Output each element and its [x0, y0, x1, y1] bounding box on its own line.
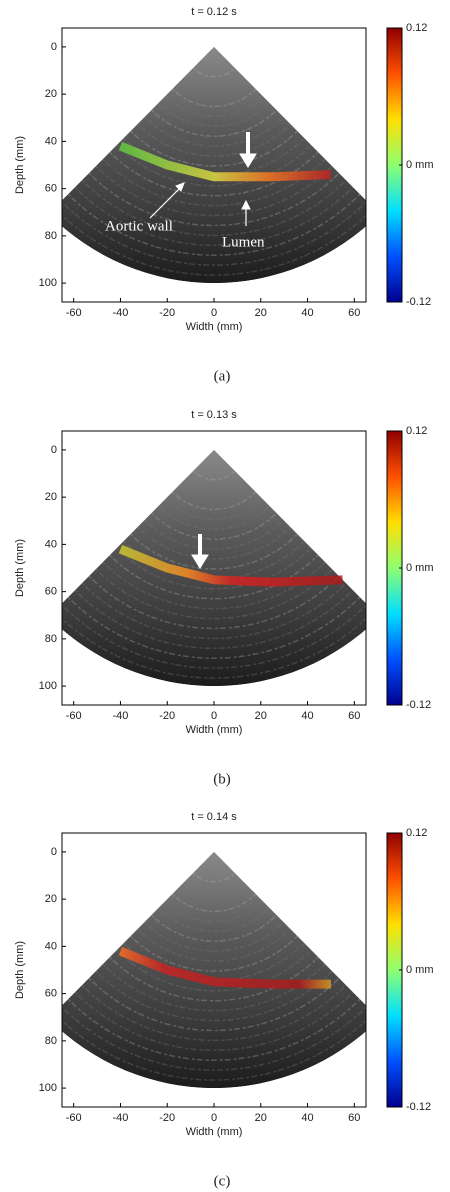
- x-axis-label: Width (mm): [186, 321, 243, 333]
- x-axis-label: Width (mm): [186, 1126, 243, 1138]
- y-tick-label: 60: [45, 988, 57, 1000]
- caption: (a): [214, 368, 231, 384]
- colorbar-tick-label: 0.12: [406, 827, 427, 839]
- y-tick-label: 20: [45, 893, 57, 905]
- caption: (b): [213, 771, 231, 787]
- annotation: Lumen: [222, 234, 265, 250]
- colorbar-tick-label: 0 mm: [406, 562, 434, 574]
- x-tick-label: 20: [255, 307, 267, 319]
- x-tick-label: -40: [113, 1112, 129, 1124]
- y-axis-label: Depth (mm): [14, 539, 26, 597]
- x-tick-label: -60: [66, 307, 82, 319]
- x-tick-label: 60: [348, 307, 360, 319]
- colorbar-tick-label: -0.12: [406, 699, 431, 711]
- y-tick-label: 60: [45, 183, 57, 195]
- x-tick-label: 20: [255, 710, 267, 722]
- panel-title: t = 0.14 s: [191, 811, 237, 823]
- panel-title: t = 0.12 s: [191, 6, 237, 18]
- panel-title: t = 0.13 s: [191, 409, 237, 421]
- x-tick-label: 20: [255, 1112, 267, 1124]
- x-tick-label: -20: [159, 710, 175, 722]
- x-tick-label: 60: [348, 1112, 360, 1124]
- x-tick-label: -40: [113, 710, 129, 722]
- y-tick-label: 80: [45, 1035, 57, 1047]
- annotation: Aortic wall: [105, 218, 173, 234]
- y-tick-label: 0: [51, 846, 57, 858]
- x-axis-label: Width (mm): [186, 724, 243, 736]
- x-tick-label: 40: [301, 307, 313, 319]
- ultrasound-image: [62, 851, 366, 1107]
- y-tick-label: 100: [39, 680, 57, 692]
- x-tick-label: -60: [66, 710, 82, 722]
- y-tick-label: 40: [45, 135, 57, 147]
- x-tick-label: 40: [301, 710, 313, 722]
- x-tick-label: -60: [66, 1112, 82, 1124]
- y-tick-label: 40: [45, 538, 57, 550]
- y-tick-label: 40: [45, 940, 57, 952]
- y-tick-label: 0: [51, 444, 57, 456]
- x-tick-label: 0: [211, 710, 217, 722]
- x-tick-label: 40: [301, 1112, 313, 1124]
- colorbar-tick-label: -0.12: [406, 296, 431, 308]
- colorbar-tick-label: 0 mm: [406, 159, 434, 171]
- colorbar-tick-label: 0 mm: [406, 964, 434, 976]
- x-tick-label: -20: [159, 307, 175, 319]
- y-axis-label: Depth (mm): [14, 136, 26, 194]
- x-tick-label: 0: [211, 307, 217, 319]
- y-tick-label: 20: [45, 491, 57, 503]
- caption: (c): [214, 1173, 231, 1189]
- colorbar-tick-label: 0.12: [406, 22, 427, 34]
- ultrasound-image: [62, 449, 366, 705]
- x-tick-label: -40: [113, 307, 129, 319]
- y-tick-label: 80: [45, 633, 57, 645]
- y-tick-label: 80: [45, 230, 57, 242]
- colorbar-tick-label: 0.12: [406, 425, 427, 437]
- colorbar-tick-label: -0.12: [406, 1101, 431, 1113]
- arrows: [147, 132, 257, 894]
- x-tick-label: 0: [211, 1112, 217, 1124]
- y-tick-label: 100: [39, 1082, 57, 1094]
- ultrasound-image: [62, 46, 366, 302]
- y-tick-label: 20: [45, 88, 57, 100]
- x-tick-label: -20: [159, 1112, 175, 1124]
- y-axis-label: Depth (mm): [14, 941, 26, 999]
- y-tick-label: 0: [51, 41, 57, 53]
- x-tick-label: 60: [348, 710, 360, 722]
- y-tick-label: 60: [45, 586, 57, 598]
- y-tick-label: 100: [39, 277, 57, 289]
